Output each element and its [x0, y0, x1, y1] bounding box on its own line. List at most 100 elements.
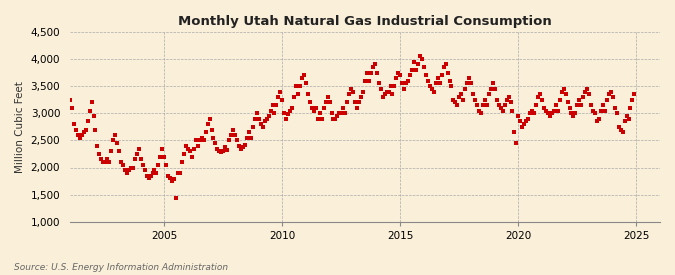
Point: [117, 163, 128, 167]
Point: [163, 174, 173, 178]
Point: [501, 98, 512, 102]
Point: [202, 122, 213, 126]
Point: [619, 119, 630, 123]
Point: [485, 87, 496, 91]
Point: [423, 79, 433, 83]
Point: [608, 95, 618, 99]
Point: [448, 98, 459, 102]
Point: [271, 103, 282, 107]
Point: [566, 111, 577, 116]
Point: [393, 70, 404, 75]
Point: [362, 70, 373, 75]
Point: [192, 144, 203, 148]
Point: [141, 174, 152, 178]
Point: [210, 141, 221, 145]
Point: [568, 114, 579, 118]
Point: [550, 103, 561, 107]
Point: [78, 130, 89, 134]
Point: [320, 100, 331, 104]
Point: [263, 114, 274, 118]
Point: [76, 133, 87, 137]
Point: [289, 95, 300, 99]
Point: [391, 76, 402, 80]
Point: [226, 133, 237, 137]
Point: [605, 89, 616, 94]
Point: [180, 144, 191, 148]
Point: [592, 119, 603, 123]
Point: [248, 125, 259, 129]
Point: [462, 81, 472, 86]
Point: [179, 152, 190, 156]
Point: [184, 149, 195, 153]
Point: [318, 106, 329, 110]
Point: [293, 92, 304, 97]
Point: [474, 108, 485, 113]
Point: [570, 111, 580, 116]
Point: [450, 100, 461, 104]
Point: [432, 76, 443, 80]
Point: [340, 111, 351, 116]
Point: [438, 65, 449, 69]
Point: [92, 144, 103, 148]
Point: [350, 100, 360, 104]
Point: [157, 146, 168, 151]
Point: [523, 117, 534, 121]
Point: [244, 130, 254, 134]
Point: [110, 133, 121, 137]
Point: [186, 155, 197, 159]
Point: [603, 92, 614, 97]
Point: [153, 163, 164, 167]
Point: [491, 98, 502, 102]
Point: [222, 148, 233, 152]
Point: [261, 117, 272, 121]
Point: [483, 92, 494, 97]
Point: [586, 103, 597, 107]
Point: [429, 89, 439, 94]
Point: [395, 73, 406, 78]
Point: [169, 177, 180, 182]
Point: [479, 98, 490, 102]
Point: [595, 108, 606, 113]
Point: [558, 87, 569, 91]
Point: [124, 168, 134, 172]
Point: [427, 87, 437, 91]
Point: [126, 165, 136, 170]
Point: [259, 119, 270, 123]
Point: [601, 98, 612, 102]
Point: [405, 73, 416, 78]
Point: [554, 98, 565, 102]
Point: [399, 87, 410, 91]
Point: [106, 149, 117, 153]
Point: [454, 95, 465, 99]
Point: [96, 157, 107, 162]
Point: [130, 157, 140, 162]
Point: [354, 100, 364, 104]
Point: [379, 92, 390, 97]
Point: [489, 87, 500, 91]
Point: [236, 146, 246, 151]
Point: [597, 103, 608, 107]
Point: [373, 81, 384, 86]
Point: [334, 111, 345, 116]
Point: [84, 108, 95, 113]
Point: [460, 87, 470, 91]
Point: [580, 89, 591, 94]
Point: [365, 70, 376, 75]
Point: [216, 150, 227, 155]
Point: [98, 160, 109, 164]
Point: [328, 117, 339, 121]
Point: [352, 106, 362, 110]
Point: [458, 98, 468, 102]
Point: [86, 100, 97, 104]
Point: [194, 138, 205, 143]
Point: [214, 149, 225, 153]
Point: [302, 92, 313, 97]
Point: [287, 106, 298, 110]
Point: [313, 117, 323, 121]
Point: [171, 196, 182, 200]
Point: [326, 111, 337, 116]
Point: [336, 111, 347, 116]
Point: [410, 68, 421, 72]
Point: [298, 73, 309, 78]
Point: [119, 168, 130, 172]
